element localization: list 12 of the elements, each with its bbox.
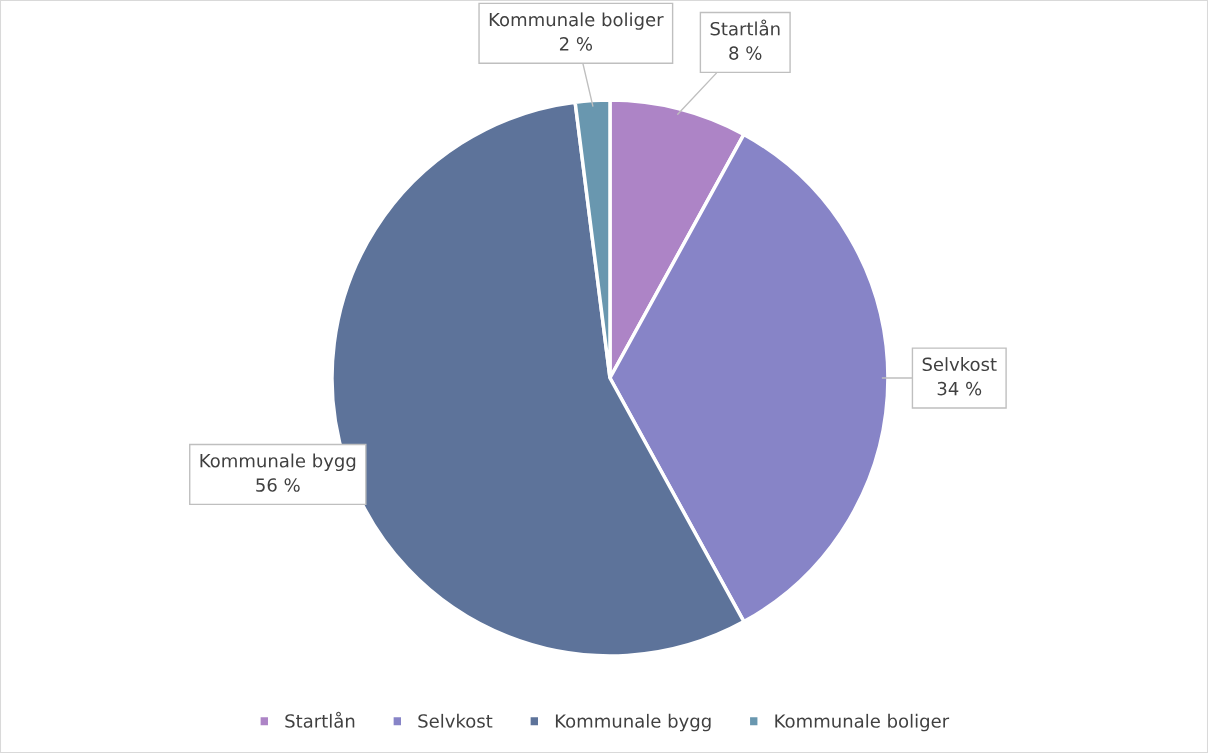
legend-label: Kommunale bygg — [555, 713, 711, 732]
data-label: 56 % — [256, 478, 300, 492]
legend-label: Kommunale boliger — [775, 713, 950, 732]
data-label: 8 % — [729, 46, 762, 60]
legend-label: Startlån — [285, 711, 355, 728]
legend-label: Selvkost — [418, 713, 493, 728]
data-label: 2 % — [559, 37, 593, 51]
slice-label: Kommunale boliger — [489, 12, 664, 30]
data-label: 34 % — [937, 381, 982, 396]
slice-label: Kommunale bygg — [200, 453, 356, 472]
slice-label: Selvkost — [922, 357, 997, 372]
slice-label: Startlån — [710, 19, 780, 36]
